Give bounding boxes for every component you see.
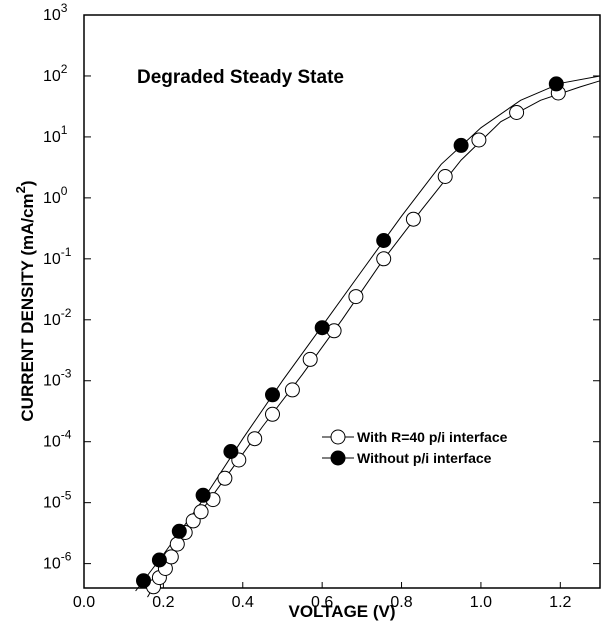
- y-tick-base: 10: [43, 129, 61, 146]
- y-tick-label: 10-4: [43, 428, 72, 451]
- data-point-with-interface: [471, 132, 487, 148]
- data-point-without-interface: [195, 487, 211, 503]
- data-point-with-interface: [217, 470, 233, 486]
- x-axis-title: VOLTAGE (V): [288, 602, 395, 621]
- x-tick-label: 0.6: [311, 594, 333, 611]
- data-point-without-interface: [376, 233, 392, 248]
- series-points: [136, 76, 566, 595]
- y-tick-base: 10: [43, 434, 61, 451]
- y-tick-exp: 1: [61, 123, 68, 137]
- data-point-with-interface: [405, 211, 421, 227]
- legend-entry-without-interface: Without p/i interface: [322, 450, 492, 466]
- y-tick-label: 101: [43, 123, 68, 146]
- y-axis-title-close: ): [18, 180, 37, 186]
- y-tick-label: 102: [43, 62, 68, 85]
- y-tick-exp: 0: [61, 184, 68, 198]
- y-tick-exp: -4: [61, 428, 72, 442]
- data-point-without-interface: [453, 137, 469, 153]
- data-point-with-interface: [509, 105, 525, 120]
- data-point-without-interface: [151, 552, 167, 568]
- plot-frame: [83, 14, 601, 589]
- y-tick-base: 10: [43, 251, 61, 268]
- y-tick-label: 10-3: [43, 367, 72, 390]
- y-tick-base: 10: [43, 190, 61, 207]
- legend-label-without-interface: Without p/i interface: [357, 450, 492, 466]
- data-point-with-interface: [265, 406, 280, 422]
- y-tick-base: 10: [43, 312, 61, 329]
- x-axis: 0.0 0.2 0.4 0.6 0.8 1.0 1.2: [73, 582, 572, 611]
- y-tick-label: 10-1: [43, 245, 72, 268]
- y-tick-exp: -3: [61, 367, 72, 381]
- y-tick-exp: -2: [61, 306, 72, 320]
- y-axis-title-main: CURRENT DENSITY (mA/cm: [18, 193, 37, 421]
- data-point-with-interface: [376, 251, 392, 267]
- series-line-0: [147, 80, 601, 598]
- y-tick-base: 10: [43, 68, 61, 85]
- legend: With R=40 p/i interface Without p/i inte…: [322, 429, 508, 466]
- y-tick-exp: 2: [61, 62, 68, 76]
- data-point-with-interface: [302, 351, 318, 367]
- data-point-without-interface: [136, 573, 151, 589]
- x-tick-label: 0.0: [73, 594, 95, 611]
- y-tick-label: 10-5: [43, 489, 72, 512]
- x-tick-label: 1.0: [470, 594, 492, 611]
- y-tick-label: 103: [43, 1, 68, 24]
- x-tick-label: 0.2: [152, 594, 174, 611]
- y-tick-label: 100: [43, 184, 68, 207]
- series-lines: [135, 75, 601, 598]
- y-tick-label: 10-6: [43, 550, 72, 573]
- x-tick-label: 0.8: [390, 594, 412, 611]
- legend-entry-with-interface: With R=40 p/i interface: [322, 429, 508, 445]
- legend-marker-open-circle: [330, 429, 346, 445]
- x-tick-label: 0.4: [232, 594, 254, 611]
- data-point-without-interface: [314, 320, 330, 336]
- x-tick-label: 1.2: [549, 594, 571, 611]
- y-axis-title-sup: 2: [13, 186, 28, 193]
- plot-frame-group: [83, 14, 601, 589]
- data-point-without-interface: [171, 523, 187, 539]
- y-axis-title: CURRENT DENSITY (mA/cm2): [13, 180, 37, 421]
- data-point-with-interface: [284, 382, 300, 398]
- y-tick-label: 10-2: [43, 306, 72, 329]
- data-point-without-interface: [548, 76, 564, 92]
- data-point-with-interface: [348, 289, 364, 305]
- legend-label-with-interface: With R=40 p/i interface: [357, 429, 508, 445]
- y-tick-base: 10: [43, 556, 61, 573]
- y-tick-exp: -5: [61, 489, 72, 503]
- data-point-with-interface: [247, 431, 263, 447]
- y-tick-base: 10: [43, 373, 61, 390]
- data-point-without-interface: [265, 387, 280, 403]
- y-tick-base: 10: [43, 7, 61, 24]
- legend-marker-filled-circle: [330, 450, 346, 466]
- data-point-with-interface: [437, 169, 453, 184]
- svg-text:CURRENT DENSITY (mA/cm2): CURRENT DENSITY (mA/cm2): [13, 180, 37, 421]
- y-tick-exp: -1: [61, 245, 72, 259]
- data-point-with-interface: [193, 504, 209, 520]
- y-tick-base: 10: [43, 495, 61, 512]
- y-tick-exp: 3: [61, 1, 68, 15]
- data-point-without-interface: [223, 444, 239, 459]
- y-tick-exp: -6: [61, 550, 72, 564]
- annotation-text: Degraded Steady State: [137, 67, 344, 88]
